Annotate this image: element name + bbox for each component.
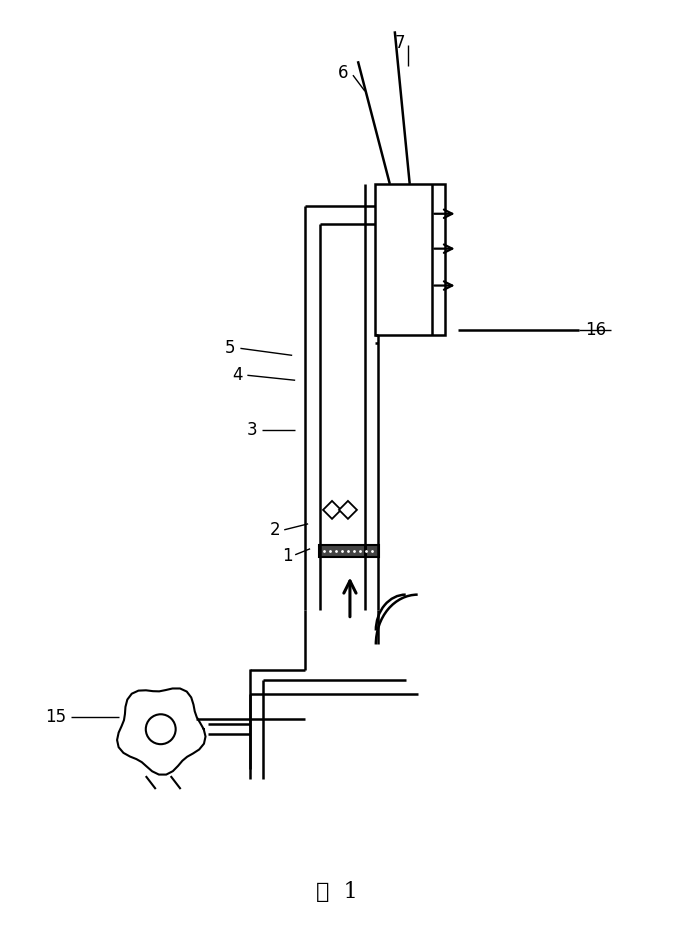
Bar [375,184,445,336]
Text: 7: 7 [394,34,405,53]
Text: 16: 16 [585,321,607,339]
Text: 1: 1 [282,547,293,565]
Polygon shape [323,501,341,519]
Text: 5: 5 [225,339,236,357]
Text: 15: 15 [46,708,67,727]
Bar [319,545,379,556]
Polygon shape [339,501,357,519]
Text: 6: 6 [338,64,348,82]
Text: 2: 2 [270,521,280,539]
Text: 图  1: 图 1 [316,881,358,902]
Circle shape [146,714,176,744]
Text: 4: 4 [232,367,243,384]
Text: 3: 3 [247,421,257,439]
